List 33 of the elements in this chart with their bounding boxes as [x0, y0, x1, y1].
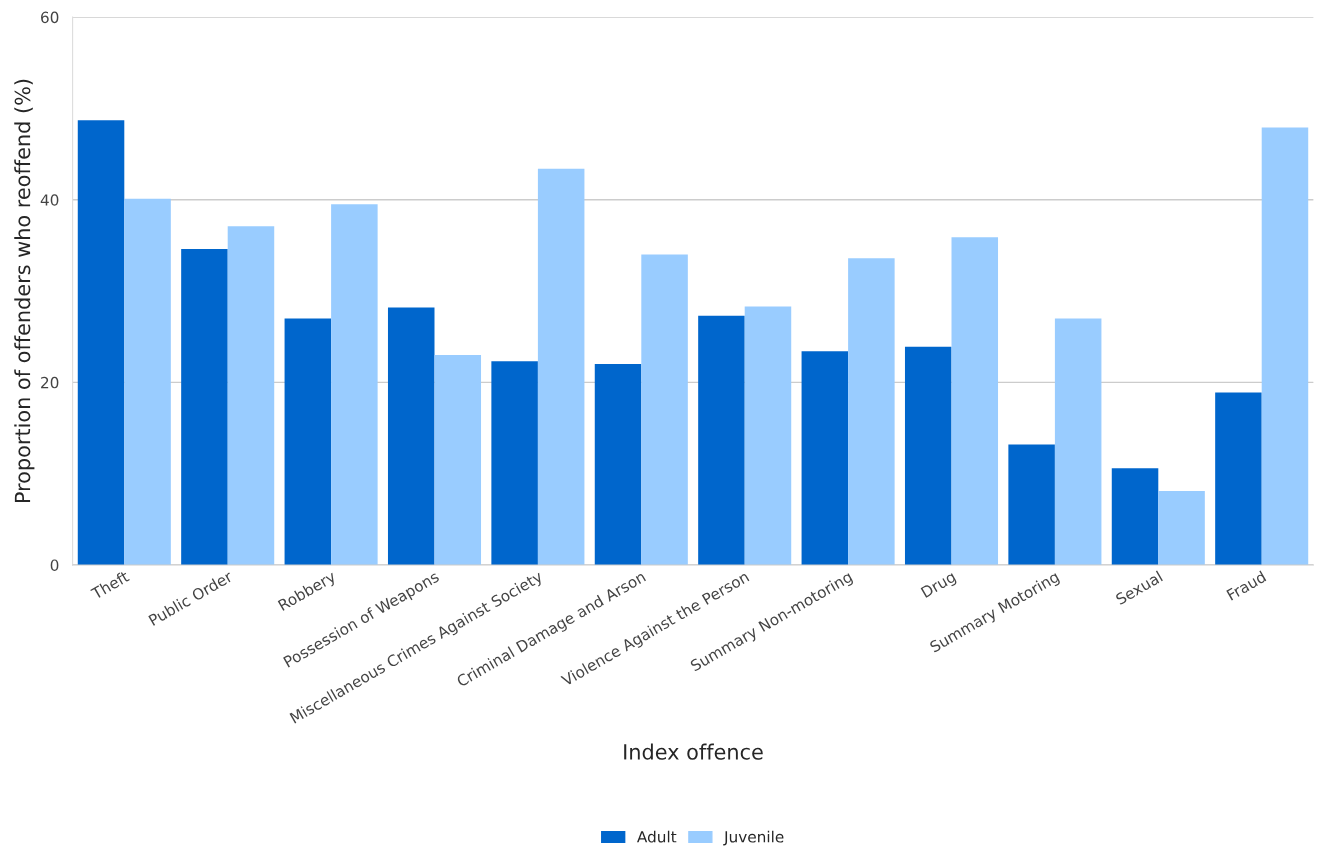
bar	[491, 361, 538, 565]
bar	[1111, 468, 1159, 565]
bar	[124, 198, 171, 565]
bar	[1054, 318, 1102, 565]
legend-label: Adult	[637, 830, 677, 843]
bar	[951, 237, 999, 565]
y-axis-title: Proportion of offenders who reoffend (%)	[14, 79, 35, 503]
y-tick-label: 0	[50, 559, 59, 571]
bar	[594, 364, 642, 565]
bar	[387, 307, 435, 565]
bar	[698, 315, 745, 565]
bar	[1261, 127, 1309, 565]
bar	[904, 346, 952, 565]
bar	[848, 258, 895, 565]
y-tick-label: 60	[41, 11, 59, 24]
bar	[641, 254, 688, 565]
x-tick-label: Drug	[920, 570, 958, 601]
bar	[801, 351, 849, 565]
y-tick-label: 40	[40, 194, 59, 206]
bar	[227, 226, 275, 565]
bar	[77, 120, 125, 565]
bar	[537, 168, 585, 565]
bar	[744, 306, 792, 565]
bar	[284, 318, 332, 565]
bar	[1158, 491, 1205, 565]
x-axis-title: Index offence	[624, 743, 763, 760]
bar	[331, 204, 378, 565]
bar	[181, 249, 228, 565]
bar	[434, 354, 482, 565]
legend-label: Juvenile	[723, 830, 784, 846]
y-tick-label: 20	[41, 376, 59, 389]
bar	[1215, 392, 1262, 565]
bar	[1008, 444, 1055, 565]
